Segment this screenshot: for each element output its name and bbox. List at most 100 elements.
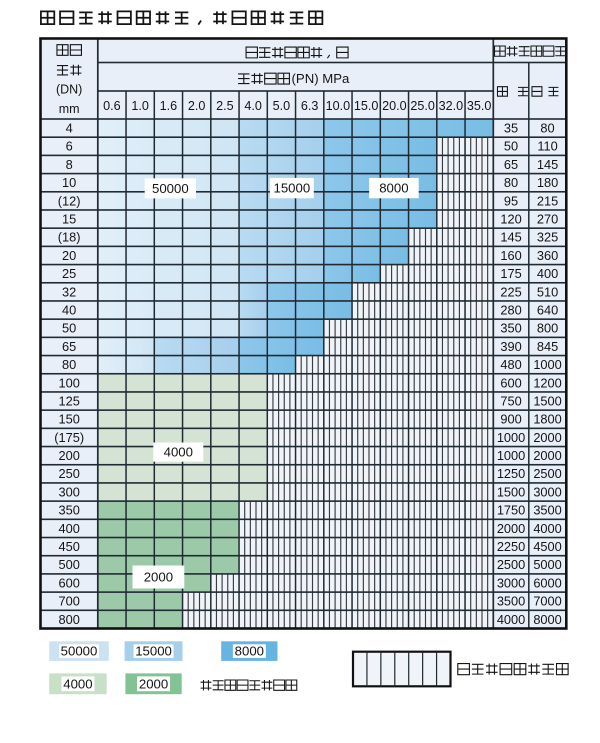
svg-text:180: 180 [537, 175, 558, 190]
svg-text:80: 80 [504, 175, 518, 190]
svg-text:125: 125 [58, 393, 79, 408]
svg-text:10: 10 [62, 175, 76, 190]
svg-text:25.0: 25.0 [410, 99, 435, 113]
svg-text:110: 110 [537, 139, 557, 154]
svg-text:4.0: 4.0 [244, 99, 262, 113]
svg-text:80: 80 [540, 121, 554, 136]
svg-text:2250: 2250 [497, 539, 525, 554]
svg-text:500: 500 [58, 557, 79, 572]
svg-text:50000: 50000 [152, 181, 189, 196]
svg-text:1500: 1500 [497, 484, 525, 499]
svg-text:20.0: 20.0 [382, 99, 407, 113]
svg-text:(175): (175) [54, 430, 84, 445]
svg-text:2000: 2000 [533, 448, 561, 463]
svg-text:360: 360 [537, 248, 558, 263]
svg-text:3000: 3000 [497, 575, 525, 590]
svg-text:0.6: 0.6 [103, 99, 121, 113]
svg-text:3500: 3500 [533, 503, 561, 518]
svg-text:15000: 15000 [135, 644, 172, 659]
svg-text:600: 600 [500, 375, 521, 390]
svg-text:5.0: 5.0 [273, 99, 291, 113]
svg-text:1800: 1800 [533, 412, 561, 427]
svg-text:4: 4 [66, 121, 73, 136]
svg-text:100: 100 [58, 375, 79, 390]
svg-text:4000: 4000 [497, 612, 525, 627]
svg-text:80: 80 [62, 357, 76, 372]
svg-text:150: 150 [58, 412, 79, 427]
svg-text:3500: 3500 [497, 594, 525, 609]
svg-text:6000: 6000 [533, 575, 561, 590]
svg-text:400: 400 [537, 266, 558, 281]
svg-text:50000: 50000 [61, 644, 98, 659]
svg-text:4500: 4500 [533, 539, 561, 554]
svg-text:65: 65 [62, 339, 76, 354]
svg-text:2.0: 2.0 [188, 99, 206, 113]
svg-text:8000: 8000 [235, 644, 264, 659]
svg-text:1000: 1000 [497, 448, 525, 463]
svg-text:8000: 8000 [379, 181, 408, 196]
svg-text:400: 400 [58, 521, 79, 536]
svg-text:(DN): (DN) [56, 83, 82, 97]
svg-text:1000: 1000 [533, 357, 561, 372]
svg-text:2000: 2000 [139, 676, 168, 691]
svg-text:215: 215 [537, 193, 558, 208]
svg-text:1.6: 1.6 [160, 99, 178, 113]
svg-text:270: 270 [537, 211, 558, 226]
svg-text:65: 65 [504, 157, 518, 172]
svg-text:15.0: 15.0 [354, 99, 379, 113]
svg-text:(12): (12) [58, 193, 81, 208]
svg-text:4000: 4000 [533, 521, 561, 536]
svg-text:120: 120 [500, 211, 521, 226]
svg-text:510: 510 [537, 284, 558, 299]
svg-text:10.0: 10.0 [326, 99, 351, 113]
svg-text:32.0: 32.0 [439, 99, 464, 113]
svg-text:250: 250 [58, 466, 79, 481]
svg-text:8000: 8000 [533, 612, 561, 627]
svg-text:5000: 5000 [533, 557, 561, 572]
svg-text:450: 450 [58, 539, 79, 554]
svg-text:4000: 4000 [63, 676, 92, 691]
svg-text:2500: 2500 [533, 466, 561, 481]
svg-text:2000: 2000 [144, 570, 173, 585]
svg-text:4000: 4000 [164, 445, 193, 460]
svg-text:200: 200 [58, 448, 79, 463]
svg-text:50: 50 [504, 139, 518, 154]
svg-text:40: 40 [62, 302, 76, 317]
svg-text:350: 350 [58, 503, 79, 518]
svg-text:900: 900 [500, 412, 521, 427]
svg-text:7000: 7000 [533, 594, 561, 609]
svg-text:640: 640 [537, 302, 558, 317]
svg-text:145: 145 [537, 157, 558, 172]
svg-text:25: 25 [62, 266, 76, 281]
svg-text:845: 845 [537, 339, 558, 354]
svg-text:1250: 1250 [497, 466, 525, 481]
svg-text:2500: 2500 [497, 557, 525, 572]
svg-text:390: 390 [500, 339, 521, 354]
svg-text:480: 480 [500, 357, 521, 372]
svg-text:1200: 1200 [533, 375, 561, 390]
svg-text:700: 700 [58, 594, 79, 609]
svg-text:325: 325 [537, 230, 558, 245]
svg-text:2000: 2000 [533, 430, 561, 445]
svg-text:1500: 1500 [533, 393, 561, 408]
svg-text:8: 8 [66, 157, 73, 172]
svg-text:35.0: 35.0 [467, 99, 492, 113]
svg-text:800: 800 [58, 612, 79, 627]
svg-text:175: 175 [500, 266, 521, 281]
svg-text:6: 6 [66, 139, 73, 154]
svg-text:800: 800 [537, 321, 558, 336]
svg-text:3000: 3000 [533, 484, 561, 499]
svg-text:1750: 1750 [497, 503, 525, 518]
svg-text:(18): (18) [58, 230, 81, 245]
svg-text:145: 145 [500, 230, 521, 245]
svg-text:15: 15 [62, 211, 76, 226]
svg-text:280: 280 [500, 302, 521, 317]
svg-text:600: 600 [58, 575, 79, 590]
svg-text:6.3: 6.3 [301, 99, 319, 113]
svg-text:225: 225 [500, 284, 521, 299]
svg-text:mm: mm [59, 102, 80, 116]
svg-text:35: 35 [504, 121, 518, 136]
svg-text:2000: 2000 [497, 521, 525, 536]
svg-text:50: 50 [62, 321, 76, 336]
svg-text:1000: 1000 [497, 430, 525, 445]
